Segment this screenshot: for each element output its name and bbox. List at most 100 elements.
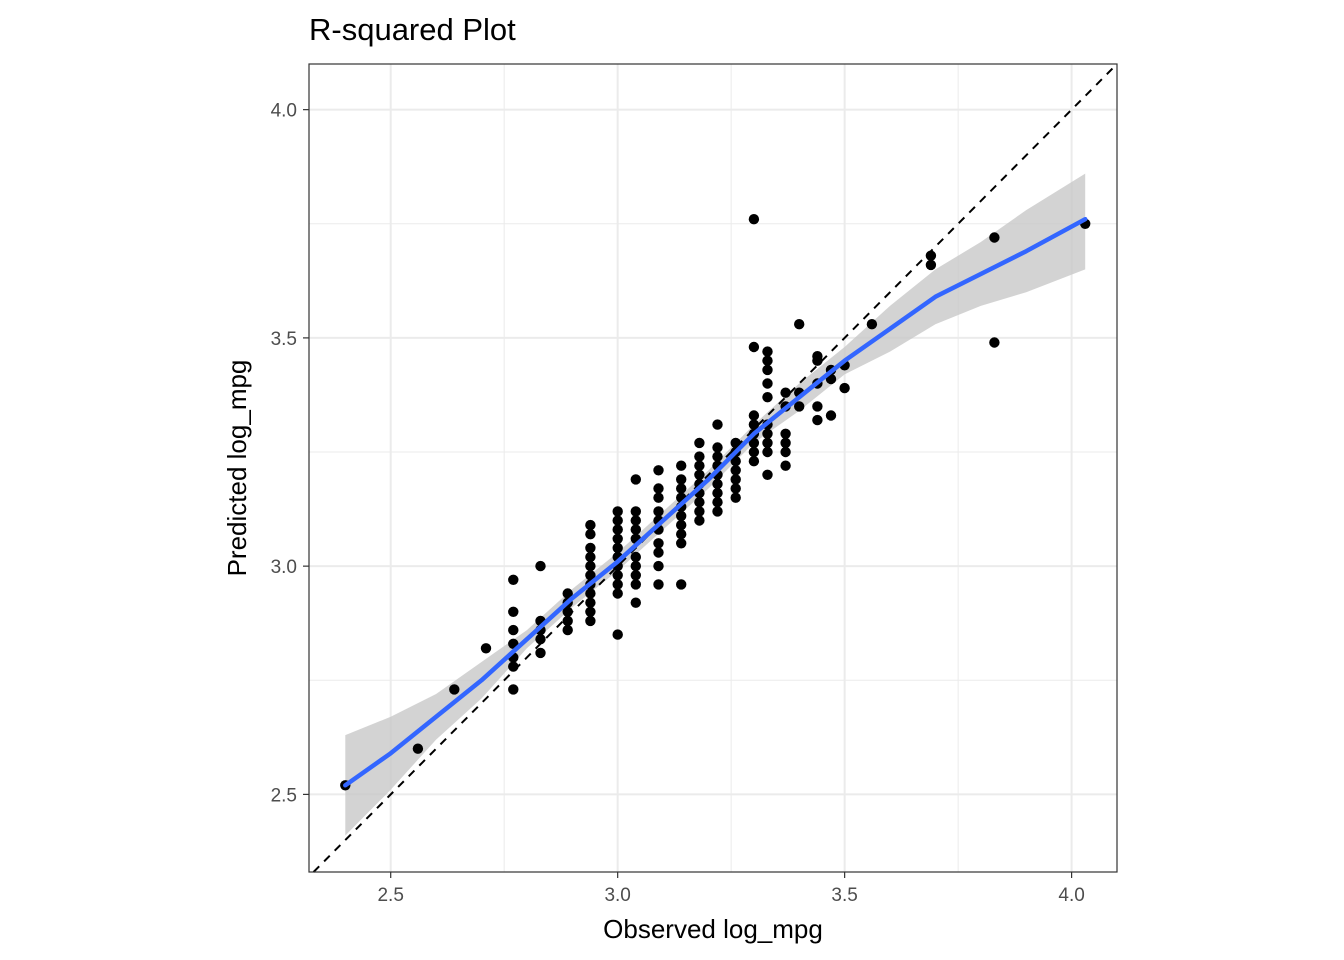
data-point xyxy=(449,684,460,695)
data-point xyxy=(748,341,760,353)
data-point xyxy=(694,515,705,526)
data-point xyxy=(630,597,641,608)
data-point xyxy=(612,533,623,544)
data-point xyxy=(676,510,687,522)
observation-points xyxy=(340,214,1091,791)
confidence-ribbon xyxy=(345,173,1086,836)
confidence-ribbon-group xyxy=(345,173,1086,836)
data-point xyxy=(562,588,573,599)
data-point xyxy=(712,487,723,499)
data-point xyxy=(676,519,687,531)
data-point xyxy=(748,214,760,225)
data-point xyxy=(694,497,705,508)
data-point xyxy=(794,319,805,330)
data-point xyxy=(585,542,596,554)
data-point xyxy=(653,465,664,476)
data-point xyxy=(653,492,664,503)
data-point xyxy=(748,410,760,421)
data-point xyxy=(653,483,664,494)
data-point xyxy=(748,456,760,467)
data-point xyxy=(712,506,723,517)
data-point xyxy=(694,460,705,471)
y-tick-label: 3.5 xyxy=(271,329,297,350)
data-point xyxy=(780,446,791,458)
data-point xyxy=(748,437,760,449)
data-point xyxy=(630,570,641,581)
data-point xyxy=(535,634,546,645)
data-point xyxy=(694,469,705,480)
x-axis-title: Observed log_mpg xyxy=(603,914,823,944)
data-point xyxy=(780,428,791,439)
data-point xyxy=(480,643,492,654)
data-point xyxy=(762,469,773,480)
data-point xyxy=(762,428,773,439)
data-point xyxy=(780,437,791,449)
data-point xyxy=(508,606,519,617)
y-axis-title: Predicted log_mpg xyxy=(222,360,252,577)
data-point xyxy=(585,570,596,581)
data-point xyxy=(748,446,760,458)
data-point xyxy=(585,519,596,531)
data-point xyxy=(676,483,687,494)
x-tick-label: 2.5 xyxy=(377,885,403,906)
panel-border xyxy=(308,63,1118,873)
data-point xyxy=(612,570,623,581)
data-point xyxy=(630,506,641,517)
data-point xyxy=(762,346,773,357)
smooth-fit-line xyxy=(343,216,1088,788)
data-point xyxy=(794,401,805,412)
x-axis-ticks: 2.5 3.0 3.5 4.0 xyxy=(377,872,1085,906)
data-point xyxy=(535,560,546,572)
data-point xyxy=(630,524,641,535)
data-point xyxy=(712,478,723,490)
data-point xyxy=(866,319,878,330)
data-point xyxy=(730,456,741,467)
data-point xyxy=(612,506,623,517)
data-point xyxy=(712,497,723,508)
x-tick-label: 3.5 xyxy=(831,885,857,906)
data-point xyxy=(508,624,519,636)
data-point xyxy=(925,259,937,271)
data-point xyxy=(712,419,723,430)
data-point xyxy=(535,647,546,659)
identity-reference-line xyxy=(312,63,1118,873)
data-point xyxy=(730,465,741,476)
data-point xyxy=(585,588,596,599)
data-point xyxy=(562,624,573,636)
data-point xyxy=(825,410,837,421)
data-point xyxy=(812,401,823,412)
data-point xyxy=(694,506,705,517)
data-point xyxy=(748,419,760,430)
data-point xyxy=(653,547,664,558)
chart-title: R-squared Plot xyxy=(309,12,516,47)
data-point xyxy=(562,615,573,627)
data-point xyxy=(694,437,705,449)
x-tick-label: 3.0 xyxy=(604,885,630,906)
data-point xyxy=(612,515,623,526)
data-point xyxy=(676,529,687,540)
data-point xyxy=(412,743,424,754)
y-tick-label: 3.0 xyxy=(271,557,297,578)
data-point xyxy=(612,542,623,554)
data-point xyxy=(730,437,741,449)
data-point xyxy=(730,483,741,494)
data-point xyxy=(585,597,596,608)
data-point xyxy=(585,529,596,540)
data-point xyxy=(630,579,641,590)
data-point xyxy=(653,506,664,517)
data-point xyxy=(812,355,823,366)
data-point xyxy=(612,629,623,640)
data-point xyxy=(630,560,641,572)
data-point xyxy=(780,460,791,471)
data-point xyxy=(694,451,705,462)
y-axis-ticks: 2.5 3.0 3.5 4.0 xyxy=(271,101,309,806)
data-point xyxy=(762,446,773,458)
y-tick-label: 2.5 xyxy=(271,785,297,806)
data-point xyxy=(585,615,596,627)
data-point xyxy=(653,560,664,572)
data-point xyxy=(762,355,773,366)
data-point xyxy=(712,442,723,453)
data-point xyxy=(612,588,623,599)
data-point xyxy=(612,524,623,535)
data-point xyxy=(508,684,519,695)
